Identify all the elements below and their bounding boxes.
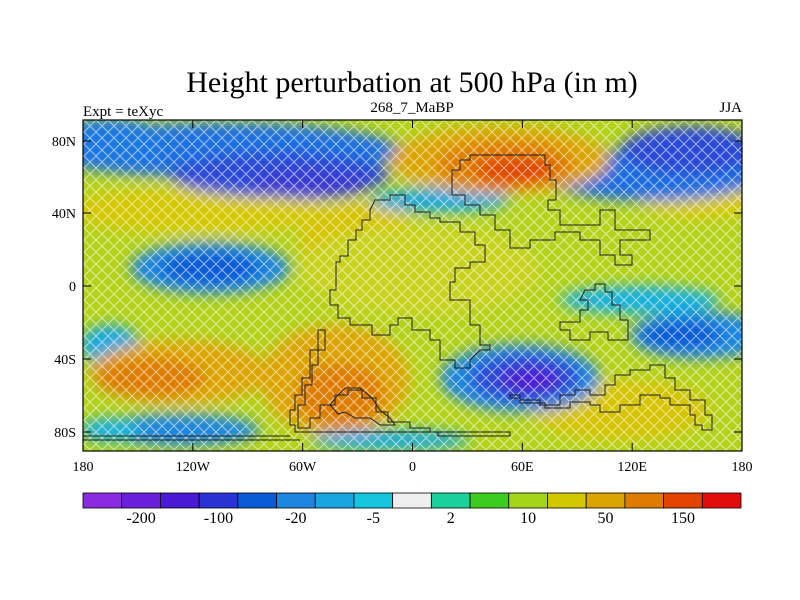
colorbar-label: 150 [671,510,695,527]
run-label: 268_7_MaBP [370,100,453,116]
colorbar-label: -20 [285,510,306,527]
colorbar-swatch [82,492,123,509]
lon-tick-label: 120E [617,460,647,475]
colorbar-swatch [121,492,161,509]
longitude-axis: 180 120W 60W 0 60E 120E 180 [73,120,753,475]
colorbar-swatch [353,492,394,509]
lon-tick-label: 120W [176,460,211,475]
colorbar-swatch [547,492,587,509]
colorbar-swatch [585,492,626,509]
colorbar: -200 -100 -20 -5 2 10 50 150 [82,492,742,527]
colorbar-swatch [160,492,200,509]
lon-tick-label: 60E [511,460,534,475]
lat-tick-label: 0 [69,280,76,295]
latitude-axis: 80N 40N 0 40S 80S [52,135,742,441]
colorbar-swatch [314,492,355,509]
colorbar-label: -5 [367,510,380,527]
colorbar-label: -200 [126,510,155,527]
coastlines [83,154,713,441]
colorbar-swatch [469,492,510,509]
lon-tick-label: 180 [73,460,94,475]
colorbar-label: 2 [447,510,455,527]
lat-tick-label: 40N [52,207,76,222]
colorbar-swatch [237,492,277,509]
colorbar-swatch [508,492,548,509]
season-label: JJA [719,100,742,116]
map-title: Height perturbation at 500 hPa (in m) [186,66,638,99]
colorbar-label: 10 [520,510,536,527]
lon-tick-label: 0 [409,460,416,475]
colorbar-swatch [392,492,432,509]
lat-tick-label: 40S [54,353,76,368]
lon-tick-label: 60W [289,460,317,475]
lat-tick-label: 80S [54,426,76,441]
colorbar-label: -100 [204,510,233,527]
colorbar-label: 50 [598,510,614,527]
colorbar-swatch [276,492,316,509]
colorbar-swatch [430,492,471,509]
colorbar-swatch [663,492,703,509]
experiment-label: Expt = teXyc [83,104,163,120]
colorbar-swatch [624,492,664,509]
colorbar-swatch [198,492,239,509]
height-field [83,120,742,451]
lat-tick-label: 80N [52,135,76,150]
colorbar-swatch [701,492,742,509]
lon-tick-label: 180 [732,460,753,475]
